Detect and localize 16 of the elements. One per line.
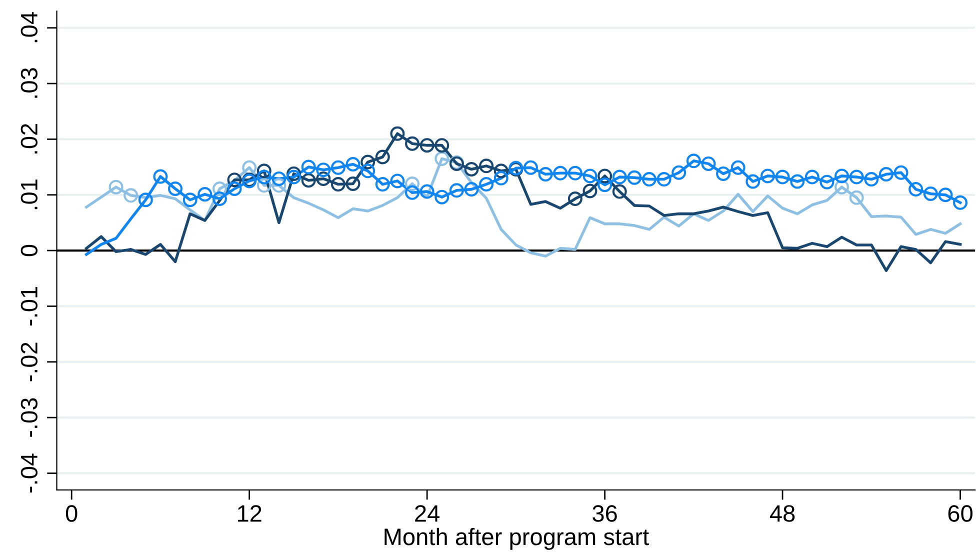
y-tick-label: -.02 xyxy=(20,342,38,382)
y-tick-label: .02 xyxy=(20,124,38,154)
y-tick-label: .03 xyxy=(20,68,38,98)
x-tick-label: 48 xyxy=(770,505,795,522)
y-tick-label: -.01 xyxy=(20,287,38,326)
y-tick-label: -.03 xyxy=(20,398,38,437)
y-tick-label: -.04 xyxy=(20,454,38,493)
x-tick-label: 12 xyxy=(238,505,262,522)
x-tick-label: 36 xyxy=(592,505,617,522)
x-axis-title: Month after program start xyxy=(384,528,649,550)
x-tick-label: 0 xyxy=(66,505,78,522)
y-tick-label: .01 xyxy=(20,180,38,210)
y-tick-label: 0 xyxy=(20,244,38,256)
x-tick-label: 24 xyxy=(415,505,440,522)
x-tick-label: 60 xyxy=(948,505,972,522)
y-tick-label: .04 xyxy=(20,12,38,42)
